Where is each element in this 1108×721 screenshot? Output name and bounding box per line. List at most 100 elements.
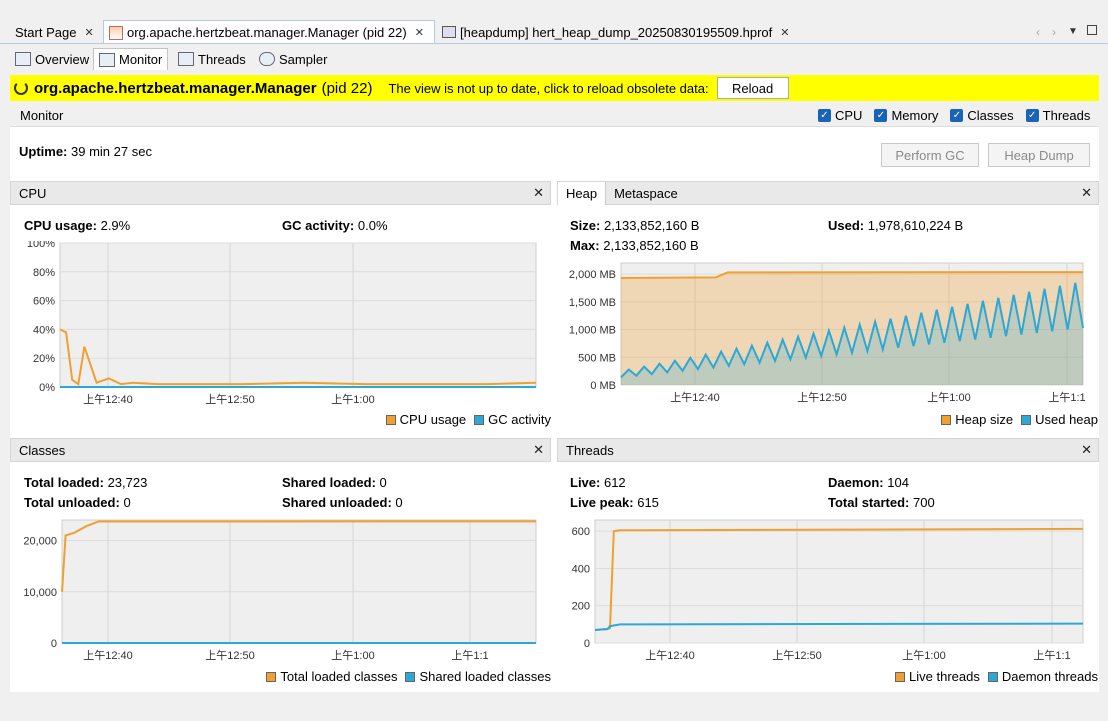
classes-checkbox[interactable]: ✓ Classes — [950, 108, 1014, 123]
y-tick-label: 10,000 — [23, 587, 57, 599]
maximize-icon[interactable] — [1087, 25, 1097, 35]
y-tick-label: 0% — [39, 382, 55, 394]
close-icon[interactable]: ✕ — [780, 26, 790, 39]
close-icon[interactable]: ✕ — [1081, 185, 1092, 200]
threads-panel-title: Threads — [566, 442, 614, 458]
series-line — [61, 520, 537, 592]
scroll-right-icon[interactable]: › — [1052, 25, 1056, 39]
cpu-usage-label: CPU usage: — [24, 218, 97, 233]
y-tick-label: 0 — [51, 638, 57, 650]
y-tick-label: 2,000 MB — [569, 269, 616, 281]
shared-unloaded-value: 0 — [395, 495, 403, 510]
close-icon[interactable]: ✕ — [1081, 442, 1092, 457]
threads-icon — [178, 52, 194, 66]
daemon-stat: Daemon: 104 — [828, 475, 909, 490]
y-tick-label: 40% — [33, 324, 55, 336]
close-icon[interactable]: ✕ — [414, 27, 424, 39]
threads-checkbox-label: Threads — [1042, 108, 1091, 123]
classes-checkbox-label: Classes — [967, 108, 1014, 123]
x-tick-label: 上午1:1 — [451, 649, 488, 662]
legend-total-loaded: Total loaded classes — [266, 669, 397, 684]
threads-chart: 600 400 200 0 上午12:40 上午12:50 上午1:00 上午1:1 — [572, 519, 1084, 662]
tab-overview[interactable]: Overview — [10, 48, 94, 70]
close-icon[interactable]: ✕ — [533, 442, 544, 457]
tab-threads[interactable]: Threads — [173, 48, 251, 70]
heapdump-icon — [442, 26, 456, 38]
tab-metaspace[interactable]: Metaspace — [614, 185, 678, 201]
x-tick-label: 上午1:00 — [927, 391, 970, 404]
cpu-usage-stat: CPU usage: 2.9% — [24, 218, 130, 233]
plot-area — [61, 519, 537, 644]
y-tick-label: 500 MB — [578, 352, 616, 364]
daemon-label: Daemon: — [828, 475, 884, 490]
check-icon: ✓ — [1025, 109, 1039, 122]
shared-unloaded-stat: Shared unloaded: 0 — [282, 495, 403, 510]
check-icon: ✓ — [950, 109, 964, 122]
cpu-panel-header: CPU ✕ — [10, 181, 551, 205]
x-tick-label: 上午1:00 — [331, 649, 374, 662]
heap-panel: Heap Metaspace ✕ Size: 2,133,852,160 B M… — [557, 181, 1099, 431]
legend-used-heap: Used heap — [1021, 412, 1098, 427]
legend-daemon-threads: Daemon threads — [987, 669, 1098, 684]
tab-divider — [0, 43, 1108, 44]
legend-swatch — [385, 415, 396, 425]
cpu-chart: 100% 80% 60% 40% 20% 0% 上午12:40 上午12:50 上午1:00 — [27, 241, 537, 406]
x-tick-label: 上午1:00 — [331, 393, 374, 406]
java-app-icon — [109, 25, 123, 40]
banner-pid: (pid 22) — [321, 79, 373, 97]
live-threads-stat: Live: 612 — [570, 475, 626, 490]
x-tick-label: 上午12:50 — [772, 649, 822, 662]
legend-swatch — [1021, 415, 1032, 425]
close-icon[interactable]: ✕ — [84, 26, 94, 39]
gc-activity-value: 0.0% — [357, 218, 388, 233]
shared-loaded-label: Shared loaded: — [282, 475, 376, 490]
tab-overview-label: Overview — [35, 51, 90, 67]
heap-chart: 2,000 MB 1,500 MB 1,000 MB 500 MB 0 MB 上午12:4… — [569, 262, 1086, 404]
series-line — [59, 328, 537, 386]
tab-start-page[interactable]: Start Page ✕ — [10, 21, 99, 43]
threads-checkbox[interactable]: ✓ Threads — [1025, 108, 1091, 123]
cpu-panel: CPU ✕ CPU usage: 2.9% GC activity: 0.0% 1… — [10, 181, 551, 431]
legend-swatch — [405, 672, 416, 682]
tab-heapdump[interactable]: [heapdump] hert_heap_dump_20250830195509… — [437, 21, 795, 43]
threads-panel-header: Threads ✕ — [557, 438, 1099, 462]
shared-loaded-value: 0 — [379, 475, 387, 490]
perform-gc-button[interactable]: Perform GC — [881, 143, 979, 167]
y-tick-label: 600 — [572, 526, 590, 538]
series-area — [621, 272, 1083, 385]
x-tick-label: 上午12:50 — [797, 391, 847, 404]
total-unloaded-value: 0 — [123, 495, 131, 510]
classes-panel-title: Classes — [19, 442, 66, 458]
cpu-checkbox[interactable]: ✓ CPU — [818, 108, 862, 123]
heap-dump-button[interactable]: Heap Dump — [988, 143, 1090, 167]
legend-total-loaded-label: Total loaded classes — [280, 669, 398, 684]
y-tick-label: 20,000 — [23, 536, 57, 548]
uptime-label: Uptime: — [19, 144, 68, 159]
daemon-value: 104 — [887, 475, 909, 490]
x-tick-label: 上午12:40 — [670, 391, 720, 404]
legend-shared-loaded: Shared loaded classes — [405, 669, 551, 684]
tab-manager[interactable]: org.apache.hertzbeat.manager.Manager (pi… — [103, 20, 435, 44]
legend-gc-activity-label: GC activity — [488, 412, 551, 427]
tab-sampler[interactable]: Sampler — [254, 48, 332, 70]
obsolete-data-banner: org.apache.hertzbeat.manager.Manager (pi… — [10, 75, 1099, 101]
scroll-left-icon[interactable]: ‹ — [1036, 25, 1040, 39]
banner-message: The view is not up to date, click to rel… — [388, 80, 709, 96]
x-tick-label: 上午12:40 — [645, 649, 695, 662]
tab-heap[interactable]: Heap — [558, 181, 607, 205]
legend-heap-size-label: Heap size — [955, 412, 1014, 427]
legend-heap-size: Heap size — [941, 412, 1013, 427]
close-icon[interactable]: ✕ — [533, 185, 544, 200]
x-tick-label: 上午1:1 — [1033, 649, 1070, 662]
threads-panel: Threads ✕ Live: 612 Live peak: 615 Daemon… — [557, 438, 1099, 690]
tab-menu-icon[interactable]: ▼ — [1068, 26, 1078, 37]
live-peak-value: 615 — [637, 495, 659, 510]
tab-monitor[interactable]: Monitor — [93, 48, 169, 70]
memory-checkbox[interactable]: ✓ Memory — [874, 108, 938, 123]
x-tick-label: 上午12:40 — [83, 393, 133, 406]
total-loaded-value: 23,723 — [107, 475, 148, 490]
x-tick-label: 上午12:50 — [205, 393, 255, 406]
total-started-value: 700 — [913, 495, 935, 510]
reload-button[interactable]: Reload — [716, 77, 789, 99]
